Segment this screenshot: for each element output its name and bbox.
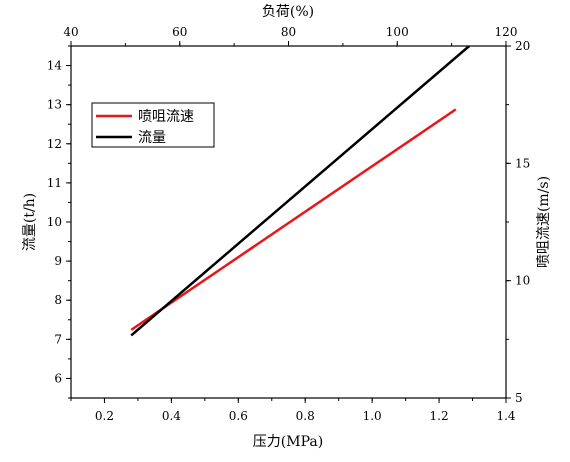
x-tick-label: 0.6 bbox=[229, 409, 248, 423]
x-tick-label: 0.8 bbox=[296, 409, 315, 423]
x2-tick-label: 120 bbox=[495, 25, 518, 39]
y2-tick-label: 5 bbox=[515, 391, 523, 405]
right-axis-title: 喷咀流速(m/s) bbox=[536, 176, 552, 268]
y-tick-label: 12 bbox=[47, 137, 62, 151]
tick-labels: 0.2 0.4 0.6 0.8 1.0 1.2 1.4 6 7 8 9 10 11 12 13 14 40 60 8… bbox=[47, 25, 531, 423]
y2-tick-label: 15 bbox=[515, 156, 530, 170]
y-tick-label: 6 bbox=[54, 371, 62, 385]
y-tick-label: 14 bbox=[47, 59, 63, 73]
legend-label-flow: 流量 bbox=[138, 130, 166, 146]
top-axis-title: 负荷(%) bbox=[262, 4, 314, 20]
x2-tick-label: 100 bbox=[386, 25, 409, 39]
y-tick-label: 10 bbox=[47, 215, 62, 229]
series-line-1 bbox=[130, 46, 471, 337]
x-axis-title: 压力(MPa) bbox=[253, 434, 323, 450]
y-tick-label: 13 bbox=[47, 98, 62, 112]
x2-tick-label: 80 bbox=[281, 25, 296, 39]
y-tick-label: 7 bbox=[54, 332, 62, 346]
axis-ticks bbox=[66, 41, 511, 403]
x2-tick-label: 40 bbox=[63, 25, 78, 39]
x-tick-label: 1.0 bbox=[363, 409, 382, 423]
y-axis-title: 流量(t/h) bbox=[22, 193, 38, 251]
x-tick-label: 1.4 bbox=[496, 409, 515, 423]
legend-label-nozzle-velocity: 喷咀流速 bbox=[138, 109, 194, 125]
x-tick-label: 1.2 bbox=[430, 409, 449, 423]
y-tick-label: 8 bbox=[54, 293, 62, 307]
series-lines bbox=[130, 46, 471, 337]
y-tick-label: 11 bbox=[47, 176, 62, 190]
x-tick-label: 0.2 bbox=[95, 409, 114, 423]
y2-tick-label: 10 bbox=[515, 274, 530, 288]
series-line-0 bbox=[130, 108, 457, 331]
x-tick-label: 0.4 bbox=[162, 409, 181, 423]
x2-tick-label: 60 bbox=[172, 25, 187, 39]
legend-box bbox=[91, 102, 215, 148]
legend: 喷咀流速 流量 bbox=[91, 102, 215, 148]
y2-tick-label: 20 bbox=[515, 39, 530, 53]
y-tick-label: 9 bbox=[54, 254, 62, 268]
